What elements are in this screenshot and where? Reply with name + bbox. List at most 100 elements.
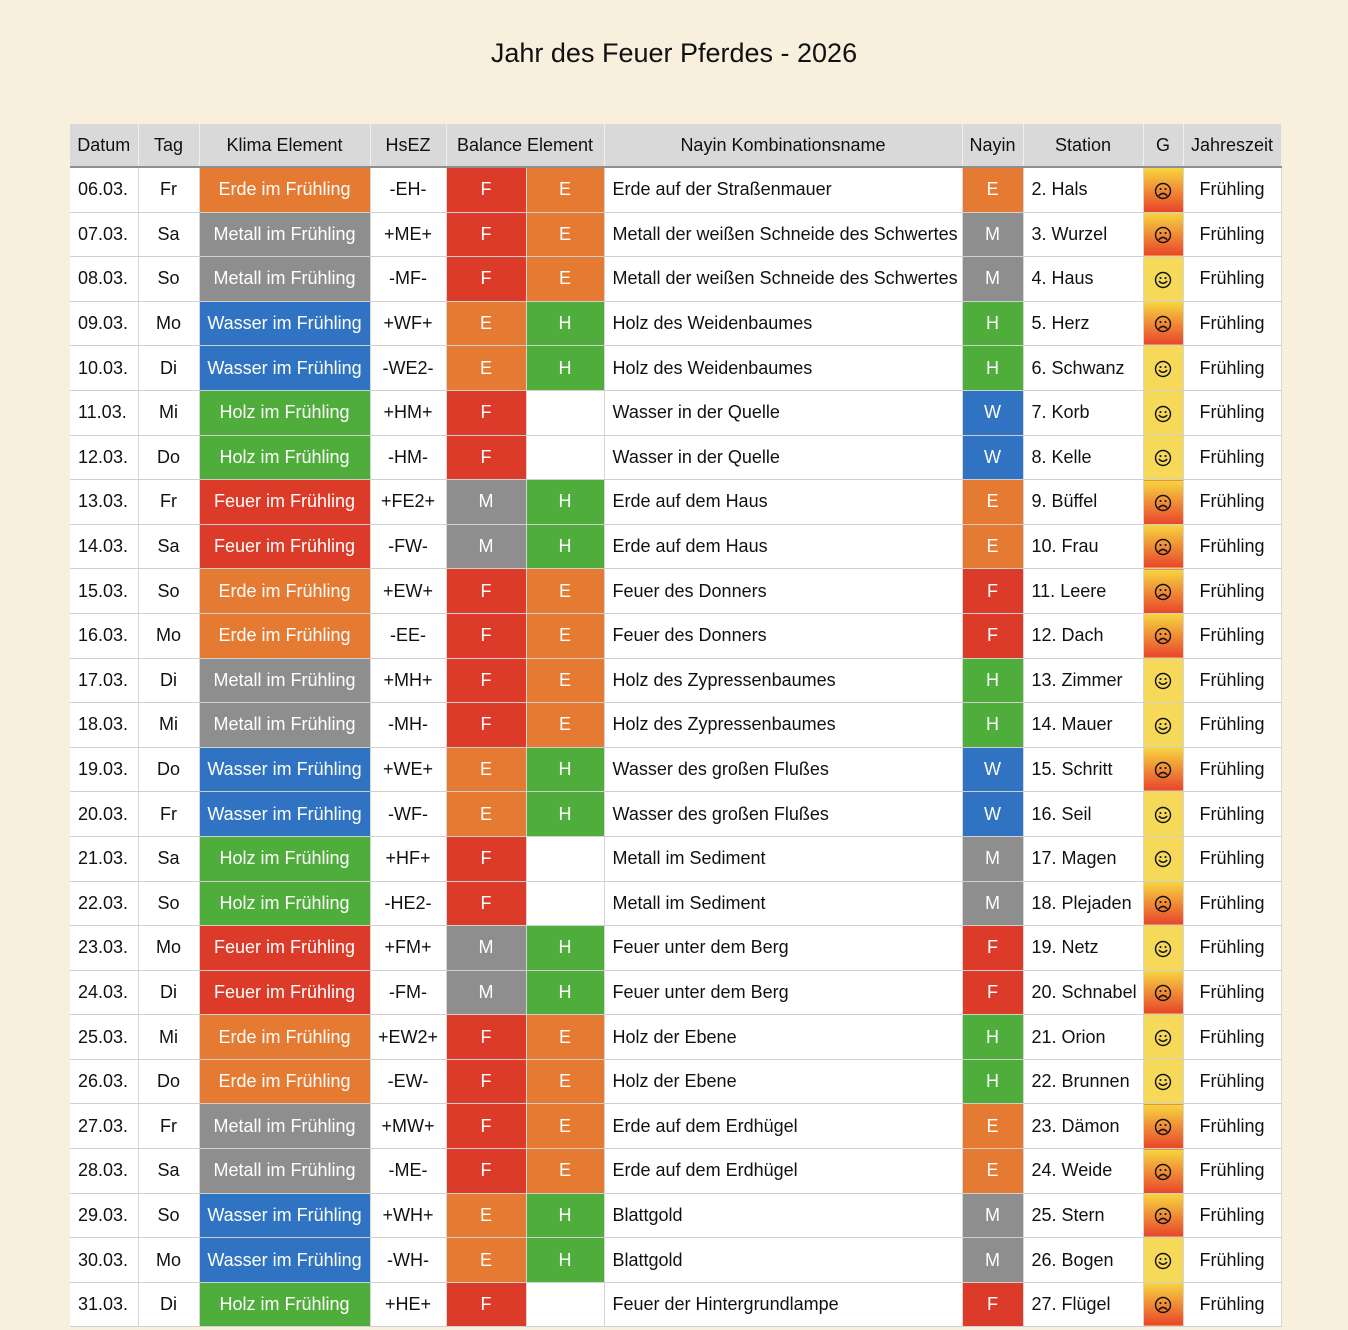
cell-tag[interactable]: Sa [138,212,200,258]
cell-station[interactable]: 3. Wurzel [1023,212,1144,258]
cell-hsez[interactable]: -ME- [370,1148,447,1194]
cell-balance-2[interactable] [526,1282,605,1328]
cell-balance-2[interactable]: H [526,345,605,391]
cell-nayin[interactable]: M [962,256,1024,302]
cell-balance-2[interactable]: E [526,1148,605,1194]
header-station[interactable]: Station [1023,124,1144,168]
table-row[interactable]: 21.03. Sa Holz im Frühling +HF+ F Metall im S… [70,836,1282,882]
cell-balance-2[interactable]: H [526,747,605,793]
cell-nayin[interactable]: E [962,167,1024,213]
table-row[interactable]: 23.03. Mo Feuer im Frühling +FM+ M H Feuer unt… [70,925,1282,971]
cell-tag[interactable]: Mi [138,1014,200,1060]
cell-datum[interactable]: 14.03. [70,524,139,570]
cell-hsez[interactable]: +MH+ [370,658,447,704]
cell-nayin-name[interactable]: Erde auf dem Erdhügel [604,1103,963,1150]
cell-datum[interactable]: 26.03. [70,1059,139,1105]
cell-balance-1[interactable]: E [446,747,527,793]
cell-klima-element[interactable]: Holz im Frühling [199,390,371,436]
cell-nayin[interactable]: M [962,1237,1024,1283]
cell-jahreszeit[interactable]: Frühling [1183,747,1282,793]
cell-tag[interactable]: Mo [138,613,200,659]
cell-tag[interactable]: Fr [138,167,200,213]
table-row[interactable]: 27.03. Fr Metall im Frühling +MW+ F E Erde auf… [70,1103,1282,1150]
cell-balance-1[interactable]: M [446,524,527,570]
cell-balance-1[interactable]: E [446,345,527,391]
cell-tag[interactable]: Sa [138,524,200,570]
cell-jahreszeit[interactable]: Frühling [1183,345,1282,391]
cell-datum[interactable]: 09.03. [70,301,139,347]
cell-hsez[interactable]: +EW2+ [370,1014,447,1060]
cell-jahreszeit[interactable]: Frühling [1183,702,1282,748]
cell-datum[interactable]: 10.03. [70,345,139,391]
cell-nayin-name[interactable]: Wasser des großen Flußes [604,791,963,837]
cell-g[interactable] [1143,390,1184,436]
cell-jahreszeit[interactable]: Frühling [1183,1014,1282,1060]
cell-klima-element[interactable]: Wasser im Frühling [199,747,371,793]
cell-datum[interactable]: 13.03. [70,479,139,525]
cell-klima-element[interactable]: Wasser im Frühling [199,1237,371,1283]
cell-balance-1[interactable]: F [446,212,527,258]
table-row[interactable]: 15.03. So Erde im Frühling +EW+ F E Feuer des … [70,568,1282,614]
cell-balance-2[interactable]: H [526,791,605,837]
cell-nayin-name[interactable]: Holz des Zypressenbaumes [604,658,963,704]
cell-nayin[interactable]: W [962,747,1024,793]
cell-datum[interactable]: 27.03. [70,1103,139,1150]
cell-tag[interactable]: Mi [138,702,200,748]
cell-tag[interactable]: Di [138,970,200,1016]
header-jahreszeit[interactable]: Jahreszeit [1183,124,1282,168]
cell-datum[interactable]: 06.03. [70,167,139,213]
cell-hsez[interactable]: +FM+ [370,925,447,971]
cell-balance-2[interactable]: H [526,524,605,570]
header-nayin-name[interactable]: Nayin Kombinationsname [604,124,963,168]
cell-nayin-name[interactable]: Erde auf dem Haus [604,524,963,570]
cell-hsez[interactable]: -MF- [370,256,447,302]
table-row[interactable]: 09.03. Mo Wasser im Frühling +WF+ E H Holz des… [70,301,1282,347]
cell-balance-1[interactable]: F [446,836,527,882]
cell-klima-element[interactable]: Holz im Frühling [199,881,371,927]
cell-jahreszeit[interactable]: Frühling [1183,881,1282,927]
cell-nayin[interactable]: F [962,1282,1024,1328]
cell-tag[interactable]: Di [138,658,200,704]
cell-balance-1[interactable]: F [446,1148,527,1194]
table-row[interactable]: 14.03. Sa Feuer im Frühling -FW- M H Erde auf … [70,524,1282,570]
cell-balance-2[interactable]: E [526,1059,605,1105]
cell-nayin-name[interactable]: Feuer des Donners [604,613,963,659]
cell-jahreszeit[interactable]: Frühling [1183,836,1282,882]
cell-g[interactable] [1143,1103,1184,1150]
cell-jahreszeit[interactable]: Frühling [1183,925,1282,971]
cell-station[interactable]: 10. Frau [1023,524,1144,570]
table-row[interactable]: 19.03. Do Wasser im Frühling +WE+ E H Wasser d… [70,747,1282,793]
cell-klima-element[interactable]: Metall im Frühling [199,256,371,302]
cell-g[interactable] [1143,747,1184,793]
cell-jahreszeit[interactable]: Frühling [1183,970,1282,1016]
cell-klima-element[interactable]: Feuer im Frühling [199,524,371,570]
cell-balance-1[interactable]: E [446,1193,527,1239]
cell-hsez[interactable]: -FW- [370,524,447,570]
header-nayin[interactable]: Nayin [962,124,1024,168]
cell-jahreszeit[interactable]: Frühling [1183,435,1282,481]
cell-datum[interactable]: 17.03. [70,658,139,704]
table-row[interactable]: 11.03. Mi Holz im Frühling +HM+ F Wasser in d… [70,390,1282,436]
cell-g[interactable] [1143,212,1184,258]
cell-g[interactable] [1143,568,1184,614]
cell-station[interactable]: 15. Schritt [1023,747,1144,793]
cell-jahreszeit[interactable]: Frühling [1183,791,1282,837]
cell-station[interactable]: 26. Bogen [1023,1237,1144,1283]
cell-station[interactable]: 21. Orion [1023,1014,1144,1060]
cell-tag[interactable]: Do [138,1059,200,1105]
cell-nayin-name[interactable]: Feuer unter dem Berg [604,970,963,1016]
cell-balance-1[interactable]: E [446,1237,527,1283]
cell-nayin[interactable]: E [962,1148,1024,1194]
cell-nayin-name[interactable]: Blattgold [604,1237,963,1283]
cell-datum[interactable]: 12.03. [70,435,139,481]
cell-station[interactable]: 20. Schnabel [1023,970,1144,1016]
cell-jahreszeit[interactable]: Frühling [1183,1059,1282,1105]
cell-nayin-name[interactable]: Holz der Ebene [604,1059,963,1105]
cell-balance-2[interactable]: H [526,1193,605,1239]
cell-station[interactable]: 24. Weide [1023,1148,1144,1194]
cell-hsez[interactable]: +ME+ [370,212,447,258]
cell-klima-element[interactable]: Metall im Frühling [199,1103,371,1150]
cell-g[interactable] [1143,1059,1184,1105]
cell-station[interactable]: 14. Mauer [1023,702,1144,748]
cell-balance-2[interactable]: E [526,256,605,302]
